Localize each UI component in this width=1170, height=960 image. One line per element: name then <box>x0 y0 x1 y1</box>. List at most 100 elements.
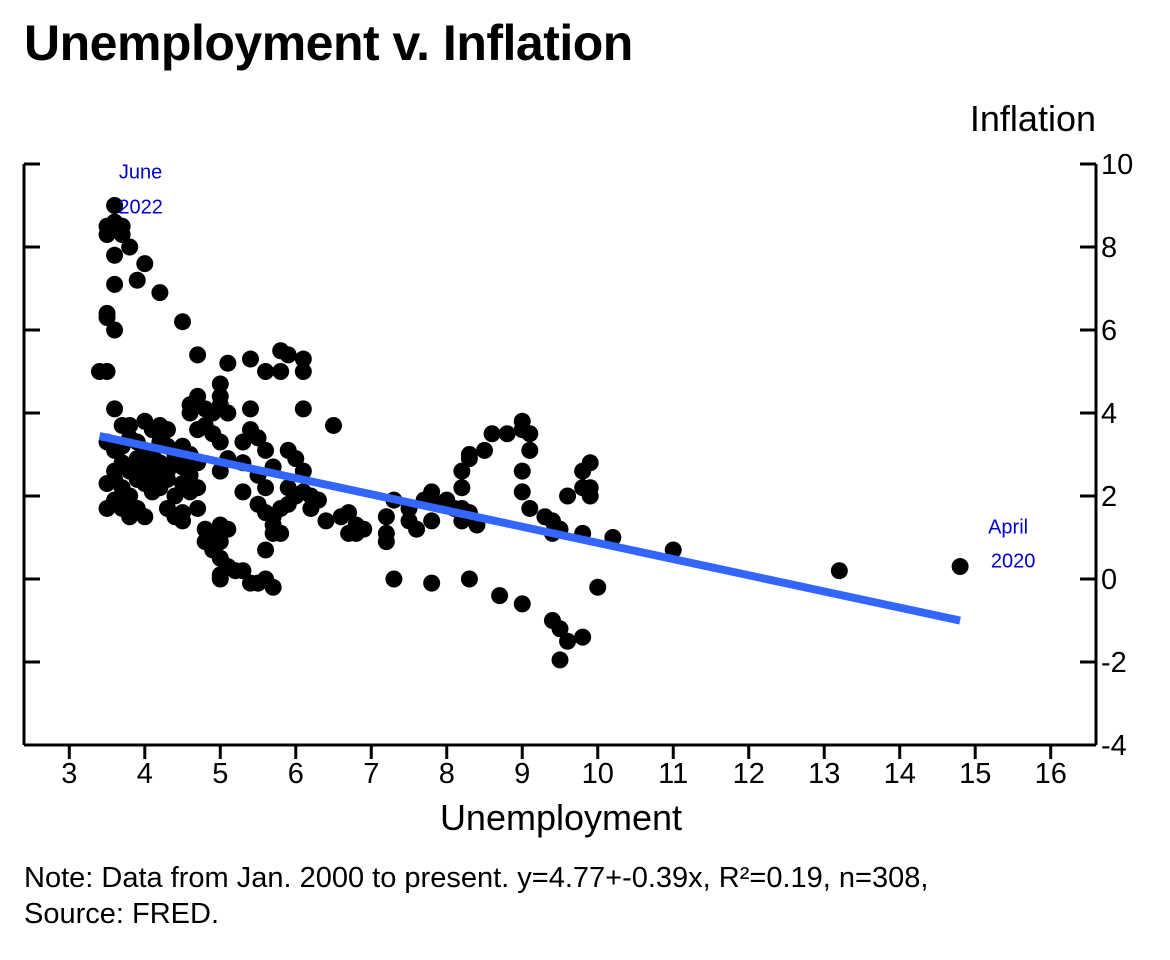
x-tick-label: 3 <box>61 758 77 790</box>
x-tick-label: 11 <box>658 758 688 790</box>
data-point <box>513 462 531 480</box>
data-point <box>121 487 139 505</box>
y-tick-label: 4 <box>1101 398 1117 430</box>
y-tick-label: 8 <box>1101 232 1117 264</box>
data-point <box>559 487 577 505</box>
data-point <box>513 595 531 613</box>
data-point <box>830 562 848 580</box>
x-tick-label: 5 <box>212 758 228 790</box>
data-point <box>106 275 124 293</box>
data-point <box>98 363 116 380</box>
data-point <box>257 479 275 497</box>
data-point <box>219 404 237 422</box>
data-point <box>249 429 267 447</box>
data-point <box>174 313 192 331</box>
data-point <box>257 441 275 459</box>
trendline <box>98 432 961 625</box>
data-point <box>98 309 116 327</box>
data-point <box>574 628 592 646</box>
data-point <box>219 520 237 538</box>
data-point <box>460 570 478 588</box>
x-tick-label: 4 <box>137 758 153 790</box>
data-point <box>423 483 441 501</box>
data-point <box>106 400 124 418</box>
data-point <box>460 446 478 463</box>
y-axis-label: Inflation <box>970 98 1096 139</box>
data-point <box>551 651 569 669</box>
data-point <box>385 570 403 588</box>
y-tick-label: 10 <box>1101 149 1133 181</box>
data-point <box>241 400 259 418</box>
data-point <box>151 284 169 302</box>
data-point <box>264 524 282 542</box>
data-point <box>196 400 214 418</box>
annotation-june-2022-line: June <box>119 162 162 184</box>
data-point <box>174 512 192 530</box>
data-point <box>257 541 275 559</box>
data-point <box>189 479 207 497</box>
data-point <box>272 363 290 380</box>
data-point <box>325 416 343 434</box>
data-point <box>423 574 441 592</box>
data-point <box>113 226 131 244</box>
data-point <box>317 512 335 530</box>
data-point <box>234 433 252 451</box>
data-point <box>559 632 577 650</box>
y-tick-label: -4 <box>1101 730 1127 762</box>
note-text: Note: Data from Jan. 2000 to present. y=… <box>24 862 929 894</box>
data-point <box>98 226 116 244</box>
data-point <box>241 350 259 368</box>
data-point <box>408 520 426 538</box>
data-point <box>158 421 176 439</box>
y-tick-label: 6 <box>1101 315 1117 347</box>
data-point <box>264 578 282 596</box>
data-point <box>106 197 124 214</box>
data-point <box>453 479 471 497</box>
data-point <box>121 416 139 434</box>
data-point <box>377 533 395 551</box>
x-tick-label: 8 <box>439 758 455 790</box>
data-point <box>453 462 471 480</box>
data-point <box>355 520 373 538</box>
trendline-layer <box>98 432 961 625</box>
data-points <box>90 197 969 669</box>
data-point <box>211 433 229 451</box>
data-point <box>498 425 516 443</box>
data-point <box>476 441 494 459</box>
axis-labels: Inflation Unemployment <box>440 98 1096 838</box>
data-point <box>211 375 229 393</box>
annotation-june-2022-line: 2022 <box>118 197 163 219</box>
data-point <box>294 350 312 368</box>
x-tick-label: 6 <box>288 758 304 790</box>
data-point <box>128 271 146 289</box>
x-tick-label: 12 <box>733 758 765 790</box>
data-point <box>189 499 207 517</box>
y-tick-label: -2 <box>1101 647 1127 679</box>
data-point <box>521 425 539 443</box>
data-point <box>158 470 176 488</box>
data-point <box>340 504 358 522</box>
annotation-april-2020-line: 2020 <box>991 551 1036 573</box>
data-point <box>294 400 312 418</box>
data-point <box>377 508 395 526</box>
data-point <box>136 255 154 273</box>
y-tick-label: 2 <box>1101 481 1117 513</box>
data-point <box>279 495 297 513</box>
data-point <box>189 346 207 364</box>
source-text: Source: FRED. <box>24 898 219 930</box>
data-point <box>279 346 297 364</box>
data-point <box>234 483 252 501</box>
x-tick-label: 15 <box>959 758 991 790</box>
x-tick-label: 16 <box>1035 758 1067 790</box>
data-point <box>581 454 599 472</box>
data-point <box>189 387 207 405</box>
x-axis-label: Unemployment <box>440 797 682 838</box>
data-point <box>951 558 969 576</box>
x-tick-label: 14 <box>884 758 916 790</box>
data-point <box>106 321 124 339</box>
data-point <box>589 578 607 596</box>
annotations: June 2022 April 2020 <box>118 162 1035 573</box>
data-point <box>513 483 531 501</box>
data-point <box>106 246 124 264</box>
x-tick-label: 13 <box>808 758 840 790</box>
